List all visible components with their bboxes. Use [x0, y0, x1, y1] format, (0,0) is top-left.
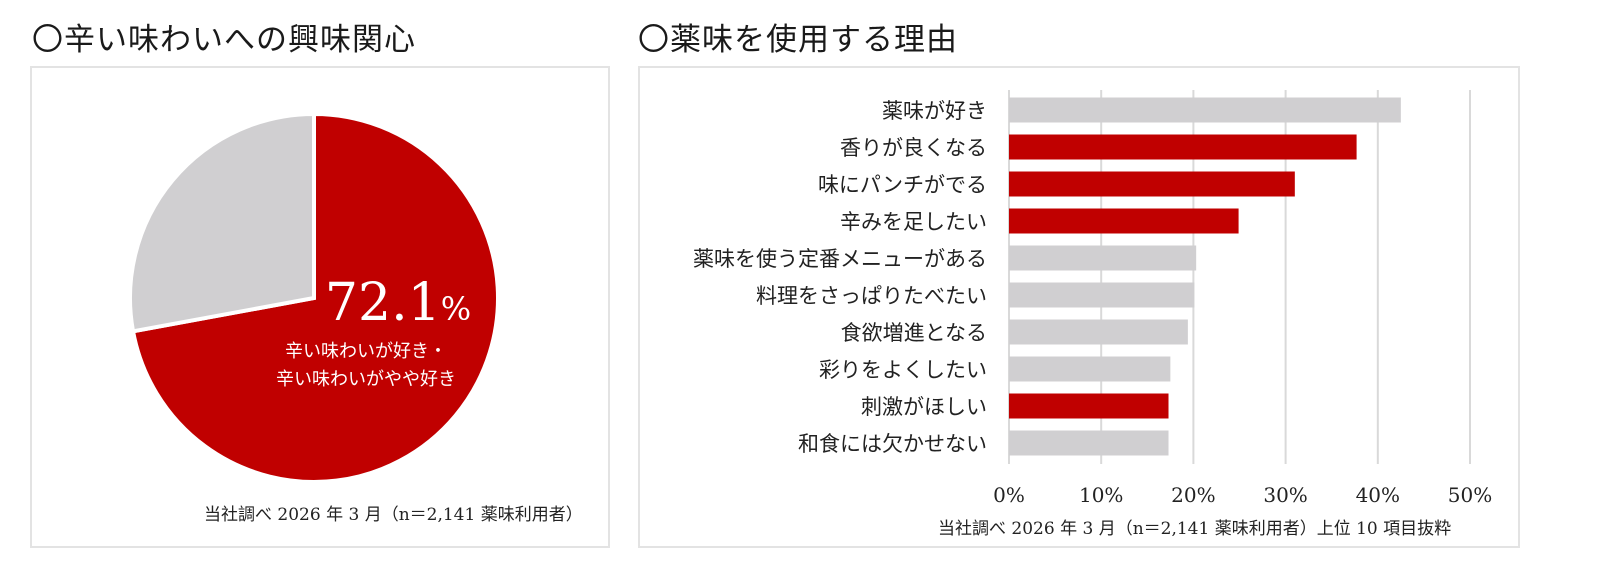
bar-chart-source-note: 当社調べ 2026 年 3 月（n＝2,141 薬味利用者）上位 10 項目抜粋 [938, 519, 1452, 539]
x-tick-label-0: 0% [993, 483, 1025, 507]
bar-1 [1009, 134, 1357, 160]
category-label-7: 彩りをよくしたい [819, 358, 987, 382]
x-tick-label-4: 40% [1356, 483, 1400, 507]
category-label-9: 和食には欠かせない [798, 432, 987, 456]
category-label-6: 食欲増進となる [841, 321, 987, 345]
category-label-1: 香りが良くなる [840, 136, 987, 160]
pie-data-label-value: 72.1% [325, 273, 471, 333]
pie-data-label-line-0: 辛い味わいが好き・ [285, 341, 447, 362]
bar-6 [1009, 319, 1188, 345]
bar-chart: 0% 10% 20% 30% 40% 50% 薬味が好き香りが良くなる味にパンチがでる辛みを… [693, 90, 1492, 507]
bar-7 [1009, 356, 1171, 382]
pie-chart: 72.1% 辛い味わいが好き・辛い味わいがやや好き [128, 111, 500, 484]
x-tick-label-2: 20% [1171, 483, 1215, 507]
bar-3 [1009, 208, 1239, 234]
x-tick-label-3: 30% [1263, 483, 1307, 507]
category-label-0: 薬味が好き [882, 99, 987, 123]
category-label-3: 辛みを足したい [840, 210, 987, 234]
bar-chart-title: 〇薬味を使用する理由 [638, 22, 958, 58]
bar-9 [1009, 430, 1169, 456]
category-label-4: 薬味を使う定番メニューがある [693, 247, 987, 271]
category-label-8: 刺激がほしい [861, 395, 987, 419]
category-label-5: 料理をさっぱりたべたい [756, 284, 987, 308]
x-tick-label-1: 10% [1079, 483, 1123, 507]
x-tick-label-5: 50% [1448, 483, 1492, 507]
bar-4 [1009, 245, 1197, 271]
pie-chart-panel: 72.1% 辛い味わいが好き・ 辛い味わいがやや好き 当社調べ 2026 年 3 月… [30, 66, 610, 548]
category-label-2: 味にパンチがでる [818, 173, 987, 197]
bar-chart-panel: 0% 10% 20% 30% 40% 50% 薬味が好き香りが良くなる味にパンチがでる辛みを… [638, 66, 1520, 548]
bar-5 [1009, 282, 1195, 308]
pie-chart-source-note: 当社調べ 2026 年 3 月（n＝2,141 薬味利用者） [204, 505, 583, 525]
pie-chart-title: 〇辛い味わいへの興味関心 [32, 22, 416, 58]
pie-slice-1 [128, 111, 316, 334]
bar-2 [1009, 171, 1295, 197]
bar-8 [1009, 393, 1169, 419]
bar-0 [1009, 97, 1401, 123]
pie-data-label-line-1: 辛い味わいがやや好き [276, 369, 456, 390]
